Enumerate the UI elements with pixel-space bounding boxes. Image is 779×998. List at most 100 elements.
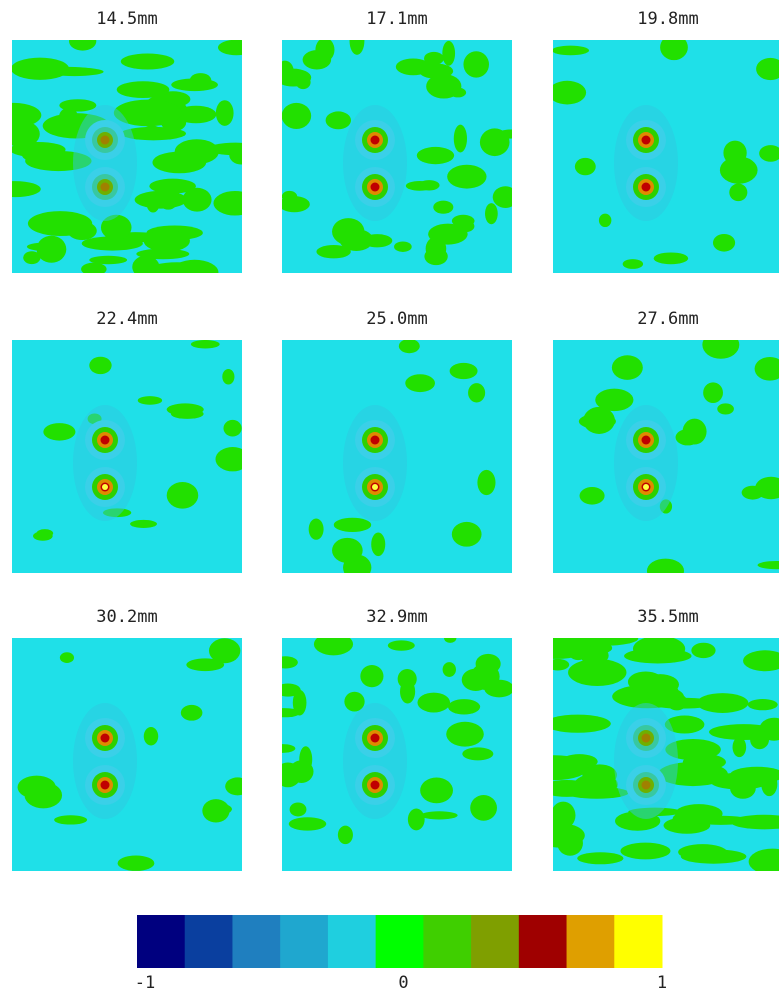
- green-blob: [362, 234, 392, 247]
- green-blob: [37, 236, 67, 263]
- green-blob: [750, 730, 769, 749]
- green-blob: [717, 403, 734, 414]
- green-blob: [59, 108, 78, 127]
- green-blob: [583, 407, 615, 434]
- green-blob: [18, 776, 56, 799]
- green-blob: [148, 262, 207, 279]
- colorbar-tick-label: 1: [657, 973, 667, 993]
- spot-core: [371, 183, 380, 192]
- green-blob: [36, 529, 53, 537]
- spot-core: [101, 136, 110, 145]
- green-blob: [394, 241, 412, 251]
- green-blob: [360, 665, 383, 687]
- heatmap-panel: [553, 331, 779, 583]
- spot-peak: [102, 484, 108, 490]
- green-blob: [733, 737, 747, 757]
- green-blob: [218, 40, 255, 56]
- green-blob: [683, 754, 726, 770]
- green-blob: [462, 747, 493, 760]
- green-blob: [43, 423, 75, 441]
- green-blob: [424, 248, 447, 265]
- colorbar-cell: [280, 915, 328, 968]
- green-blob: [167, 482, 199, 509]
- green-blob: [417, 693, 450, 713]
- spot-peak: [643, 484, 649, 490]
- green-blob: [279, 196, 310, 212]
- panel-title: 22.4mm: [96, 309, 157, 329]
- colorbar-cell: [185, 915, 233, 968]
- colorbar-cell: [232, 915, 280, 968]
- panel-title: 35.5mm: [637, 607, 698, 627]
- green-blob: [580, 487, 605, 505]
- green-blob: [309, 519, 324, 540]
- green-blob: [729, 184, 747, 202]
- green-blob: [647, 559, 684, 583]
- heatmap-panel: [12, 638, 250, 871]
- spot-core: [642, 136, 651, 145]
- spot-core: [371, 781, 380, 790]
- green-blob: [575, 158, 596, 175]
- green-blob: [229, 145, 252, 164]
- green-blob: [60, 652, 74, 663]
- green-blob: [186, 658, 224, 671]
- green-blob: [454, 125, 467, 153]
- green-blob: [493, 186, 518, 208]
- green-blob: [419, 180, 440, 190]
- green-blob: [4, 121, 40, 148]
- panel-title: 27.6mm: [637, 309, 698, 329]
- colorbar-tick-label: 0: [398, 973, 408, 993]
- green-blob: [144, 727, 158, 745]
- green-blob: [314, 633, 353, 655]
- green-blob: [535, 823, 585, 847]
- green-blob: [399, 339, 420, 353]
- green-blob: [599, 214, 611, 227]
- green-blob: [660, 35, 688, 61]
- heatmap-panel: [0, 32, 264, 285]
- green-blob: [442, 41, 455, 66]
- colorbar-cell: [376, 915, 424, 968]
- green-blob: [269, 708, 300, 717]
- spot-peak: [372, 484, 378, 490]
- spot-core: [101, 183, 110, 192]
- spot-core: [642, 183, 651, 192]
- green-blob: [470, 795, 497, 821]
- colorbar-cell: [519, 915, 567, 968]
- green-blob: [703, 382, 723, 403]
- green-blob: [447, 165, 486, 189]
- heatmap-panel: [522, 631, 779, 875]
- panel-title: 17.1mm: [366, 9, 427, 29]
- green-blob: [545, 715, 611, 733]
- heatmap-panel: [548, 35, 779, 273]
- green-blob: [485, 203, 498, 224]
- green-blob: [417, 147, 454, 164]
- green-blob: [81, 263, 107, 276]
- green-blob: [683, 419, 707, 445]
- green-blob: [282, 103, 312, 129]
- green-blob: [135, 191, 187, 209]
- green-blob: [577, 852, 623, 864]
- green-blob: [270, 744, 296, 753]
- green-blob: [450, 363, 478, 379]
- spot-core: [101, 436, 110, 445]
- green-blob: [443, 662, 456, 677]
- green-blob: [446, 722, 484, 747]
- green-blob: [570, 631, 638, 646]
- green-blob: [673, 812, 701, 826]
- green-blob: [748, 699, 778, 710]
- colorbar-cell: [423, 915, 471, 968]
- colorbar-cell: [328, 915, 376, 968]
- green-blob: [691, 643, 715, 658]
- green-blob: [624, 648, 691, 663]
- green-blob: [290, 802, 307, 816]
- green-blob: [713, 234, 735, 252]
- heatmap-panel: [12, 340, 250, 573]
- green-blob: [681, 849, 747, 863]
- green-blob: [152, 152, 206, 174]
- green-blob: [463, 51, 489, 77]
- green-blob: [223, 420, 241, 437]
- green-blob: [338, 826, 353, 845]
- green-blob: [296, 75, 311, 89]
- green-blob: [480, 128, 510, 156]
- panel-title: 25.0mm: [366, 309, 427, 329]
- green-blob: [191, 340, 220, 349]
